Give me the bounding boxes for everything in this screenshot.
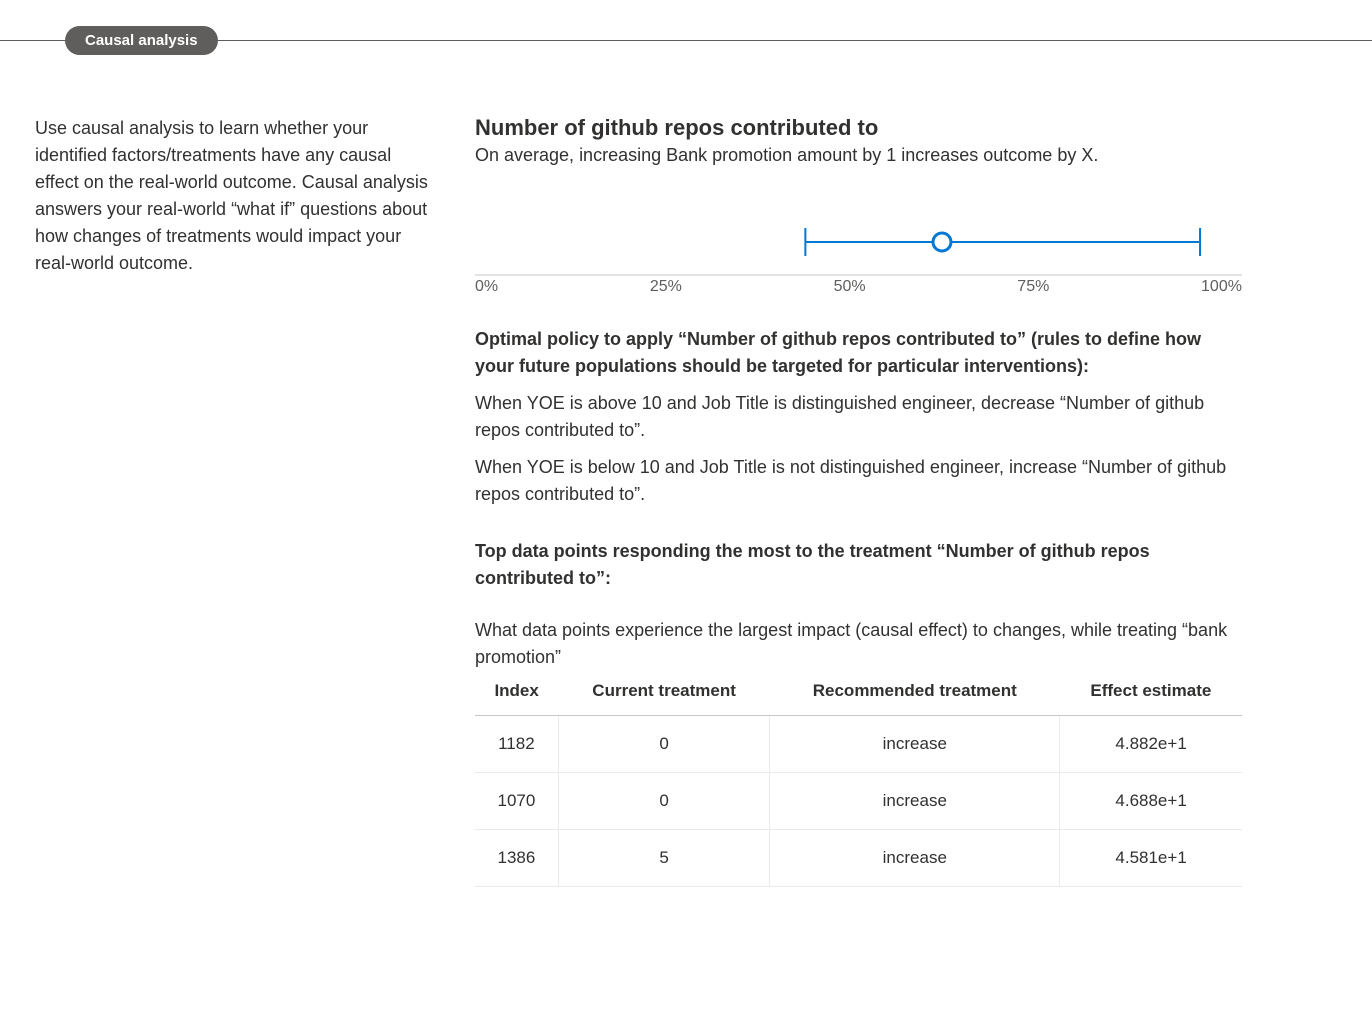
top-points-heading: Top data points responding the most to t… <box>475 538 1242 592</box>
intro-paragraph: Use causal analysis to learn whether you… <box>35 115 435 277</box>
col-effect-estimate: Effect estimate <box>1060 673 1242 716</box>
confidence-interval-chart: 0% 25% 50% 75% 100% <box>475 206 1242 296</box>
feature-title: Number of github repos contributed to <box>475 115 1242 141</box>
table-cell: 4.581e+1 <box>1060 830 1242 887</box>
axis-tick-label: 50% <box>834 278 866 296</box>
axis-tick-label: 75% <box>1017 278 1049 296</box>
main-column: Number of github repos contributed to On… <box>475 115 1337 887</box>
col-recommended-treatment: Recommended treatment <box>770 673 1060 716</box>
table-cell: increase <box>770 830 1060 887</box>
policy-rule: When YOE is below 10 and Job Title is no… <box>475 454 1242 508</box>
table-cell: 5 <box>558 830 770 887</box>
table-cell: increase <box>770 716 1060 773</box>
table-cell: 1070 <box>475 773 558 830</box>
table-cell: 1386 <box>475 830 558 887</box>
table-cell: 4.882e+1 <box>1060 716 1242 773</box>
table-header-row: Index Current treatment Recommended trea… <box>475 673 1242 716</box>
table-row: 10700increase4.688e+1 <box>475 773 1242 830</box>
intro-column: Use causal analysis to learn whether you… <box>35 115 435 887</box>
axis-tick-label: 25% <box>650 278 682 296</box>
content-region: Use causal analysis to learn whether you… <box>0 60 1372 887</box>
table-cell: increase <box>770 773 1060 830</box>
col-current-treatment: Current treatment <box>558 673 770 716</box>
feature-subtitle: On average, increasing Bank promotion am… <box>475 145 1242 166</box>
axis-tick-label: 100% <box>1201 278 1242 296</box>
table-cell: 0 <box>558 773 770 830</box>
top-points-intro: What data points experience the largest … <box>475 617 1242 671</box>
table-row: 13865increase4.581e+1 <box>475 830 1242 887</box>
table-row: 11820increase4.882e+1 <box>475 716 1242 773</box>
policy-rule: When YOE is above 10 and Job Title is di… <box>475 390 1242 444</box>
tab-causal-analysis[interactable]: Causal analysis <box>65 26 218 55</box>
effects-table: Index Current treatment Recommended trea… <box>475 673 1242 887</box>
col-index: Index <box>475 673 558 716</box>
ci-svg <box>475 206 1242 276</box>
policy-heading: Optimal policy to apply “Number of githu… <box>475 326 1242 380</box>
axis-tick-label: 0% <box>475 278 498 296</box>
tab-label: Causal analysis <box>85 32 198 49</box>
tab-bar: Causal analysis <box>0 20 1372 60</box>
table-cell: 0 <box>558 716 770 773</box>
table-cell: 1182 <box>475 716 558 773</box>
table-cell: 4.688e+1 <box>1060 773 1242 830</box>
ci-axis-labels: 0% 25% 50% 75% 100% <box>475 278 1242 296</box>
